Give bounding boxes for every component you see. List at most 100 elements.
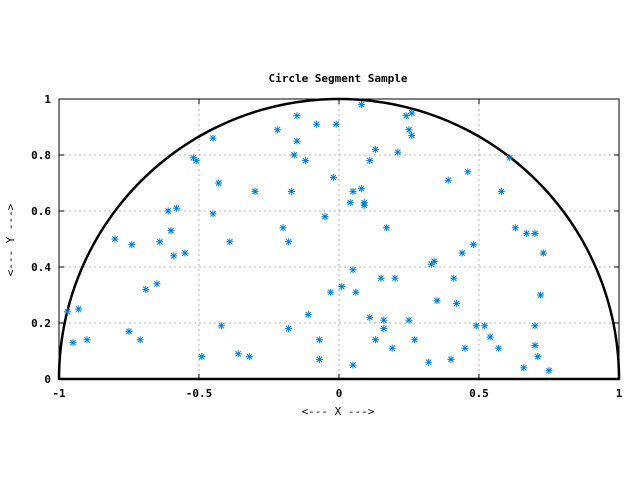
data-point — [209, 210, 217, 218]
chart-title: Circle Segment Sample — [268, 72, 407, 85]
data-point — [405, 316, 413, 324]
x-tick-label-0: -1 — [52, 387, 66, 400]
x-tick-label-2: 0 — [336, 387, 343, 400]
data-point — [497, 187, 505, 195]
data-point — [83, 336, 91, 344]
data-point — [425, 358, 433, 366]
data-point — [153, 280, 161, 288]
data-point — [377, 274, 385, 282]
data-point — [69, 339, 77, 347]
axis-ticks — [58, 98, 620, 380]
data-point — [156, 238, 164, 246]
data-point — [380, 325, 388, 333]
data-point — [523, 229, 531, 237]
data-point — [301, 157, 309, 165]
y-tick-label-3: 0.6 — [31, 205, 51, 218]
x-tick-label-3: 0.5 — [469, 387, 489, 400]
data-point — [537, 291, 545, 299]
data-point — [433, 297, 441, 305]
data-point — [349, 361, 357, 369]
x-tick-labels: -1 -0.5 0 0.5 1 — [52, 387, 622, 400]
data-point — [450, 274, 458, 282]
y-tick-label-1: 0.2 — [31, 317, 51, 330]
data-point — [394, 148, 402, 156]
data-point — [464, 168, 472, 176]
y-tick-labels: 0 0.2 0.4 0.6 0.8 1 — [31, 93, 51, 386]
y-axis-label: <--- Y ---> — [4, 203, 17, 276]
data-point — [304, 311, 312, 319]
data-point — [453, 299, 461, 307]
data-point — [371, 145, 379, 153]
data-point — [215, 179, 223, 187]
data-point — [346, 199, 354, 207]
data-point — [173, 204, 181, 212]
y-tick-label-4: 0.8 — [31, 149, 51, 162]
x-tick-label-1: -0.5 — [186, 387, 213, 400]
data-point — [327, 288, 335, 296]
data-point — [142, 285, 150, 293]
data-point — [279, 224, 287, 232]
data-point — [472, 322, 480, 330]
data-point — [357, 101, 365, 109]
data-point — [531, 341, 539, 349]
data-point — [539, 249, 547, 257]
x-tick-label-4: 1 — [616, 387, 623, 400]
data-point — [380, 316, 388, 324]
data-point — [352, 288, 360, 296]
data-point — [402, 112, 410, 120]
data-point — [338, 283, 346, 291]
data-point — [167, 227, 175, 235]
data-point — [245, 353, 253, 361]
data-point — [226, 238, 234, 246]
x-axis-label: <--- X ---> — [302, 405, 375, 418]
data-point — [290, 151, 298, 159]
data-point — [329, 173, 337, 181]
data-point — [458, 249, 466, 257]
data-point — [217, 322, 225, 330]
data-point — [63, 308, 71, 316]
data-point — [388, 344, 396, 352]
y-tick-label-5: 1 — [44, 93, 51, 106]
data-point — [293, 112, 301, 120]
data-point — [366, 157, 374, 165]
data-point — [192, 157, 200, 165]
data-point — [444, 176, 452, 184]
data-point — [357, 185, 365, 193]
data-point — [371, 336, 379, 344]
data-point — [360, 199, 368, 207]
data-point — [315, 336, 323, 344]
data-point — [531, 322, 539, 330]
data-point — [481, 322, 489, 330]
data-point — [251, 187, 259, 195]
y-tick-label-2: 0.4 — [31, 261, 51, 274]
data-point — [198, 353, 206, 361]
data-point — [461, 344, 469, 352]
data-point — [273, 126, 281, 134]
data-point — [349, 187, 357, 195]
data-point — [447, 355, 455, 363]
data-point — [391, 274, 399, 282]
data-point — [111, 235, 119, 243]
data-point — [408, 131, 416, 139]
data-point — [430, 257, 438, 265]
data-point — [136, 336, 144, 344]
data-point — [285, 325, 293, 333]
data-point — [313, 120, 321, 128]
data-point — [164, 207, 172, 215]
data-point — [511, 224, 519, 232]
grid — [59, 99, 619, 379]
data-point — [170, 252, 178, 260]
data-point — [495, 344, 503, 352]
data-point — [408, 109, 416, 117]
data-point — [293, 137, 301, 145]
data-point — [383, 224, 391, 232]
data-point — [181, 249, 189, 257]
data-point — [405, 126, 413, 134]
data-point — [209, 134, 217, 142]
data-point — [534, 353, 542, 361]
data-point — [285, 238, 293, 246]
data-point — [531, 229, 539, 237]
data-points — [63, 101, 553, 375]
data-point — [506, 154, 514, 162]
